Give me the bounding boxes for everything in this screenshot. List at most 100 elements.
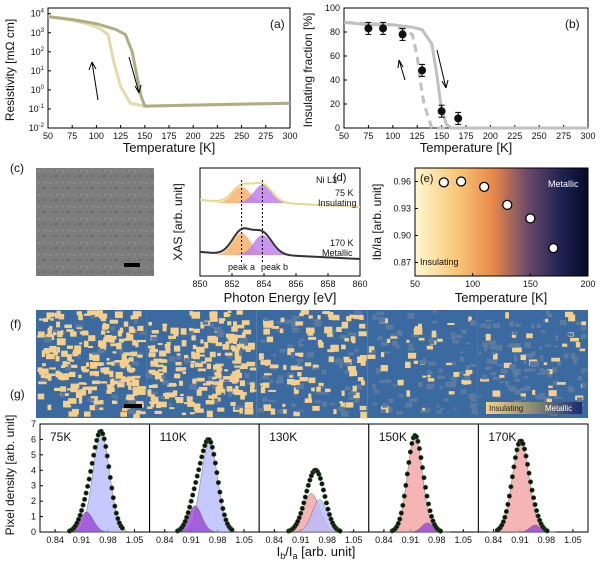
panel-g-temp-label: 75K xyxy=(50,430,71,444)
panel-e-point xyxy=(502,199,513,211)
panel-f-metallic-domain xyxy=(395,344,400,349)
panel-d-xtick-label: 856 xyxy=(288,279,303,289)
panel-g-data-point xyxy=(80,502,86,508)
panel-e-xtick-label: 100 xyxy=(465,279,480,289)
panel-f-insulating-domain xyxy=(242,346,246,350)
panel-f-metallic-domain xyxy=(260,339,266,343)
panel-d-xtick-label: 858 xyxy=(320,279,335,289)
panel-f-insulating-domain xyxy=(37,367,43,371)
panel-g-temp-label: 130K xyxy=(269,430,297,444)
panel-f-metallic-domain xyxy=(202,321,209,325)
panel-f-legend-insulating: Insulating xyxy=(489,404,523,413)
panel-f-metallic-domain xyxy=(470,319,476,326)
panel-f-insulating-domain xyxy=(298,352,304,357)
panel-f-metallic-domain xyxy=(287,344,294,349)
panel-g-data-point xyxy=(199,454,205,460)
panel-b-point xyxy=(379,24,388,33)
panel-f-insulating-domain xyxy=(123,378,131,382)
panel-f-insulating-domain xyxy=(126,377,135,381)
panel-f-insulating-domain xyxy=(263,321,273,328)
panel-f-insulating-domain xyxy=(97,310,103,315)
panel-f-insulating-domain xyxy=(58,314,65,320)
panel-e-label: (e) xyxy=(420,173,433,185)
panel-f-metallic-domain xyxy=(344,386,351,391)
panel-a-ytick-label: 101 xyxy=(31,66,45,76)
panel-f-metallic-domain xyxy=(552,380,559,386)
panel-f-metallic-domain xyxy=(509,321,514,327)
panel-e-bg-metallic: Metallic xyxy=(548,179,579,189)
panel-g-data-point xyxy=(221,512,227,518)
panel-f-insulating-domain xyxy=(109,319,119,324)
panel-f-metallic-domain xyxy=(128,398,137,405)
panel-f-insulating-domain xyxy=(89,362,98,369)
panel-f-insulating-domain xyxy=(162,325,167,332)
panel-f-metallic-domain xyxy=(314,320,322,327)
panel-f-metallic-domain xyxy=(277,409,284,414)
panel-a-frame xyxy=(47,7,291,129)
panel-g-data-point xyxy=(211,451,217,457)
panel-f-insulating-domain xyxy=(129,328,136,333)
panel-f-insulating-domain xyxy=(100,381,108,384)
panel-d-xas: (d) XAS [arb. unit] Photon Energy [eV] 8… xyxy=(171,167,368,305)
panel-g-subpanels: 75K 0.84 0.91 0.98 1.05 0 1 2 3 4 5 6 7 110K 0.84 0.91 0… xyxy=(31,419,589,545)
panel-f-metallic-domain xyxy=(512,345,519,349)
panel-f-metallic-domain xyxy=(539,346,543,350)
panel-f-insulating-domain xyxy=(350,370,358,377)
panel-f-metallic-domain xyxy=(339,335,346,340)
panel-f-insulating-domain xyxy=(126,382,135,385)
panel-f-insulating-domain xyxy=(299,377,309,382)
panel-g-data-point xyxy=(220,506,226,512)
panel-f-metallic-domain xyxy=(316,391,324,394)
panel-f-insulating-domain xyxy=(352,385,357,392)
panel-f-metallic-domain xyxy=(524,353,533,359)
panel-f-metallic-domain xyxy=(470,363,476,368)
panel-f-insulating-domain xyxy=(318,382,324,388)
panel-g-xtick-label: 0.91 xyxy=(182,535,200,545)
panel-f-insulating-domain xyxy=(100,316,106,322)
panel-f-insulating-domain xyxy=(93,400,102,405)
panel-a-series-warming xyxy=(47,15,291,108)
panel-f-metallic-domain xyxy=(453,407,458,410)
panel-f-insulating-domain xyxy=(212,318,218,322)
panel-f-insulating-domain xyxy=(350,336,355,342)
panel-f-insulating-domain xyxy=(151,345,156,351)
panel-f-insulating-domain xyxy=(100,367,108,373)
panel-f-metallic-domain xyxy=(531,323,535,329)
panel-d-spectrum-75k xyxy=(199,181,361,208)
panel-g-data-point xyxy=(91,452,97,458)
panel-f-insulating-domain xyxy=(230,345,236,350)
panel-f-maps: (f) Insulating Metallic xyxy=(10,310,589,419)
panel-e-xtick-label: 50 xyxy=(410,279,420,289)
panel-f-metallic-domain xyxy=(218,392,225,396)
panel-b-point xyxy=(437,107,446,116)
panel-f-insulating-domain xyxy=(218,320,225,324)
panel-f-label: (f) xyxy=(10,317,21,331)
panel-f-legend-bar xyxy=(486,402,582,414)
panel-f-metallic-domain xyxy=(313,367,320,370)
panel-f-insulating-domain xyxy=(556,382,566,385)
panel-f-insulating-domain xyxy=(206,410,213,418)
panel-f-metallic-domain xyxy=(491,359,498,365)
panel-g-data-point xyxy=(107,474,113,480)
panel-f-insulating-domain xyxy=(47,373,56,376)
panel-b-point xyxy=(398,30,407,39)
panel-f-metallic-domain xyxy=(491,351,496,355)
panel-f-insulating-domain xyxy=(241,320,250,326)
panel-g-data-point xyxy=(319,481,325,487)
panel-f-metallic-domain xyxy=(168,356,176,362)
panel-d-annot-nil3: Ni L3 xyxy=(316,175,337,185)
panel-g-data-point xyxy=(217,489,223,495)
panel-g-data-point xyxy=(190,492,196,498)
panel-f-metallic-domain xyxy=(223,379,230,382)
panel-g-data-point xyxy=(193,479,199,485)
panel-f-metallic-domain xyxy=(338,406,344,411)
panel-g-data-point xyxy=(422,484,428,490)
panel-f-insulating-domain xyxy=(39,318,43,321)
panel-b-point xyxy=(364,24,373,33)
panel-f-insulating-domain xyxy=(293,366,303,370)
panel-c-scalebar xyxy=(124,263,140,267)
panel-b-cooling-curve xyxy=(343,20,588,130)
panel-g-data-point xyxy=(298,510,304,516)
panel-g-xtick-label: 0.98 xyxy=(318,535,336,545)
panel-f-insulating-domain xyxy=(215,386,224,392)
